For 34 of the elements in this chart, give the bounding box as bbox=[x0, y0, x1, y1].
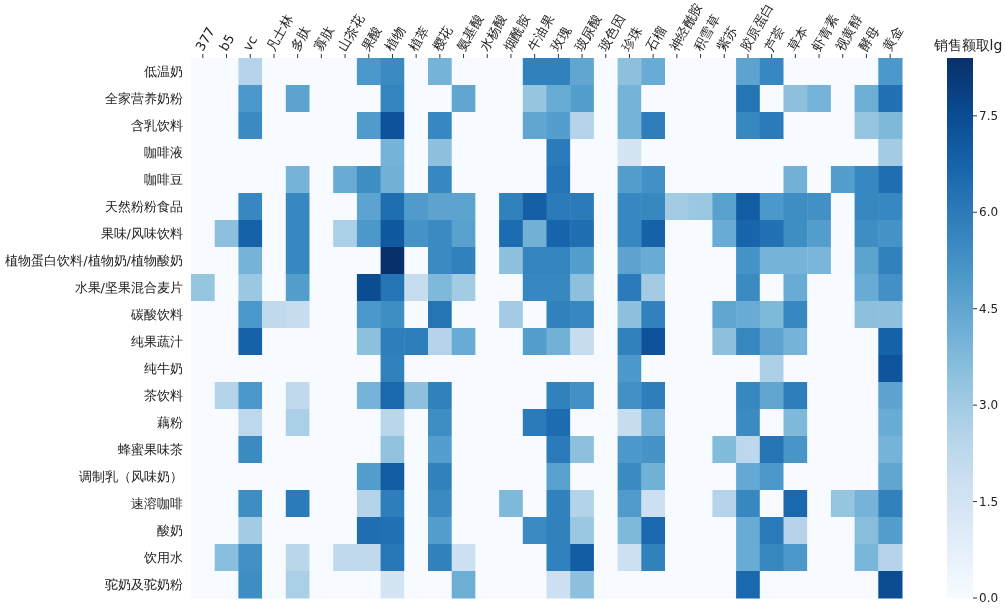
color-bar-label: 3.0 bbox=[979, 398, 999, 413]
x-tick-label: b5 bbox=[216, 31, 238, 54]
color-bar-label: 0.0 bbox=[979, 591, 999, 606]
y-tick-label: 果味/风味饮料 bbox=[100, 226, 183, 242]
x-tick-label: 草本 bbox=[784, 23, 811, 54]
y-tick-label: 驼奶及驼奶粉 bbox=[105, 577, 183, 593]
x-tick-label: 黄金 bbox=[879, 23, 906, 54]
color-bar-label: 6.0 bbox=[979, 205, 999, 220]
y-tick-label: 天然粉粉食品 bbox=[105, 199, 183, 215]
x-tick-label: vc bbox=[239, 33, 261, 54]
y-tick-label: 蜂蜜果味茶 bbox=[118, 442, 183, 458]
y-tick-label: 碳酸饮料 bbox=[130, 307, 183, 323]
y-tick-label: 速溶咖啡 bbox=[131, 496, 183, 512]
y-tick-label: 咖啡豆 bbox=[144, 172, 183, 188]
y-tick-label: 饮用水 bbox=[143, 550, 183, 566]
y-tick-label: 植物蛋白饮料/植物奶/植物酸奶 bbox=[5, 253, 183, 269]
y-tick-label: 水果/坚果混合麦片 bbox=[74, 280, 183, 296]
color-bar-title: 销售额取lg bbox=[932, 37, 1003, 53]
y-tick-label: 纯果蔬汁 bbox=[131, 334, 183, 350]
y-tick-label: 酸奶 bbox=[157, 523, 183, 539]
y-tick-label: 含乳饮料 bbox=[131, 118, 183, 134]
y-tick-label: 全家营养奶粉 bbox=[105, 91, 183, 107]
color-bar-label: 4.5 bbox=[979, 301, 999, 316]
x-tick-label: 石榴 bbox=[642, 23, 669, 54]
y-tick-label: 茶饮料 bbox=[144, 388, 183, 404]
y-tick-label: 纯牛奶 bbox=[144, 361, 183, 377]
color-bar-label: 1.5 bbox=[979, 494, 999, 509]
x-tick-label: 樱花 bbox=[429, 23, 456, 54]
y-tick-label: 藕粉 bbox=[157, 415, 183, 431]
y-tick-label: 调制乳（风味奶） bbox=[79, 469, 183, 485]
y-tick-label: 低温奶 bbox=[144, 64, 183, 80]
color-bar-label: 7.5 bbox=[979, 109, 999, 124]
x-tick-label: 寡肽 bbox=[310, 23, 337, 54]
y-tick-label: 咖啡液 bbox=[144, 145, 183, 161]
